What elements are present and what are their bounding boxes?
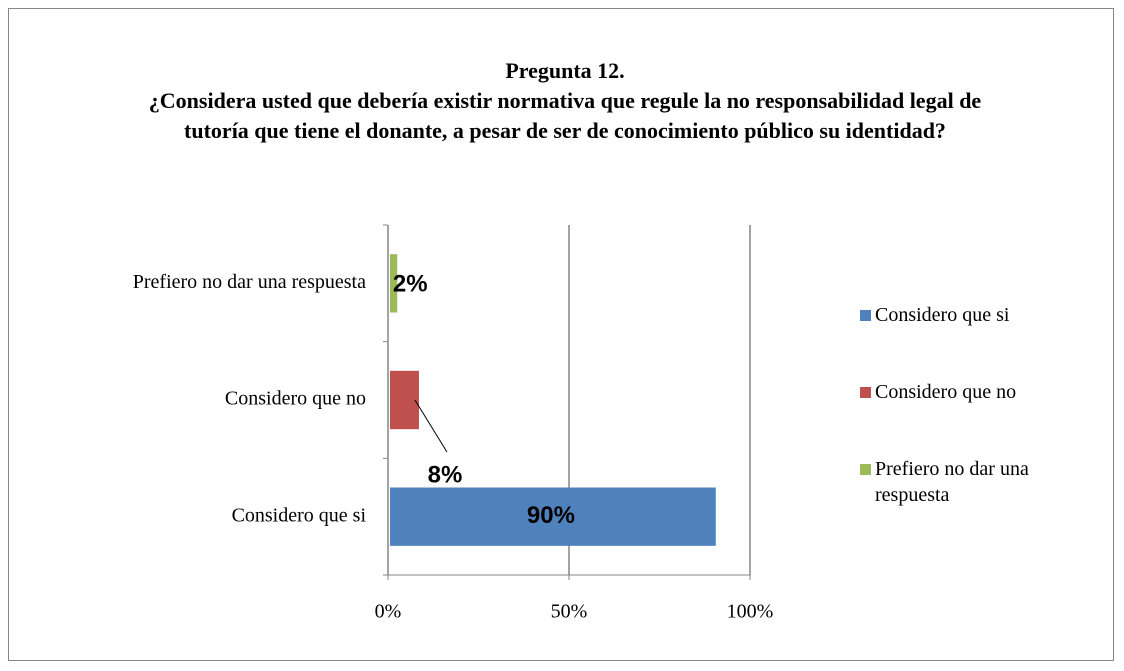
legend-label: Considero que si xyxy=(875,304,1010,326)
value-label: 8% xyxy=(428,461,463,488)
title-block: Pregunta 12. ¿Considera usted que deberí… xyxy=(140,56,990,146)
legend-label: Considero que no xyxy=(875,381,1017,403)
chart-subtitle: ¿Considera usted que debería existir nor… xyxy=(148,88,982,143)
legend-swatch xyxy=(860,310,871,321)
leader-line xyxy=(414,399,448,453)
legend-swatch xyxy=(860,387,871,398)
legend-item: Considero que no xyxy=(860,379,1016,405)
y-tick-label: Considero que si xyxy=(232,504,367,526)
x-tick-label: 0% xyxy=(375,601,402,623)
legend-item: Considero que si xyxy=(860,302,1009,328)
legend-swatch xyxy=(860,464,871,475)
bar xyxy=(390,254,398,313)
y-tick-label: Considero que no xyxy=(225,388,366,410)
value-label: 2% xyxy=(393,271,428,298)
x-tick-label: 50% xyxy=(551,601,588,623)
y-tick-label: Prefiero no dar una respuesta xyxy=(133,271,366,293)
bar xyxy=(390,370,419,430)
legend-label: Prefiero no dar una respuesta xyxy=(875,458,1029,506)
value-label: 90% xyxy=(527,502,575,529)
x-tick-label: 100% xyxy=(727,601,774,623)
chart-title: Pregunta 12. xyxy=(505,58,625,83)
chart-frame xyxy=(8,8,1114,661)
bar xyxy=(390,487,716,546)
legend-item: Prefiero no dar una respuesta xyxy=(860,456,1100,508)
